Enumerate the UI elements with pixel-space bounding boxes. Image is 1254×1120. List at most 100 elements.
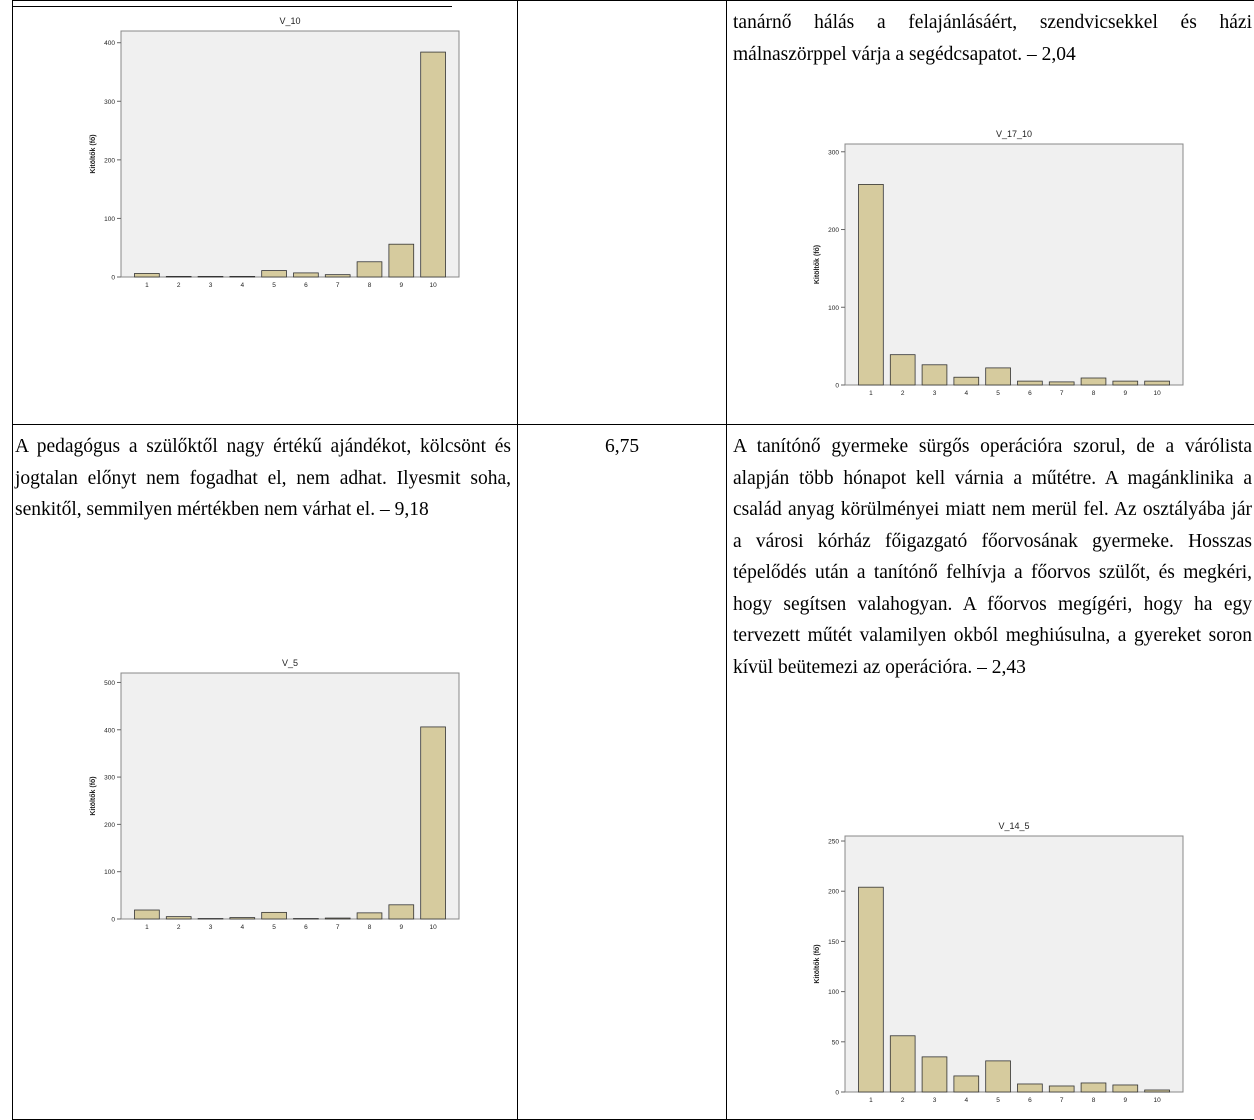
- y-tick-label: 0: [835, 383, 839, 390]
- y-tick-label: 100: [828, 305, 839, 312]
- bar-8: [357, 913, 382, 919]
- y-tick-label: 300: [104, 99, 115, 106]
- x-tick-label: 9: [399, 924, 403, 931]
- y-tick-label: 250: [828, 839, 839, 846]
- x-tick-label: 4: [964, 390, 968, 397]
- bar-6: [293, 919, 318, 920]
- chart-title: V_5: [282, 658, 298, 668]
- y-tick-label: 400: [104, 40, 115, 47]
- bar-3: [198, 276, 223, 277]
- chart-title: V_17_10: [996, 129, 1032, 139]
- bar-9: [1113, 381, 1138, 385]
- y-tick-label: 300: [104, 775, 115, 782]
- x-tick-label: 5: [272, 282, 276, 289]
- bar-5: [986, 368, 1011, 385]
- bar-8: [1081, 378, 1106, 385]
- x-tick-label: 2: [177, 282, 181, 289]
- y-tick-label: 150: [828, 939, 839, 946]
- x-tick-label: 1: [869, 1097, 873, 1104]
- bar-4: [954, 377, 979, 385]
- x-tick-label: 2: [901, 1097, 905, 1104]
- bar-6: [293, 273, 318, 277]
- bar-4: [230, 276, 255, 277]
- bar-6: [1017, 381, 1042, 385]
- x-tick-label: 5: [996, 1097, 1000, 1104]
- bar-10: [1145, 381, 1170, 385]
- x-tick-label: 4: [240, 924, 244, 931]
- bar-1: [134, 273, 159, 277]
- row2-col1-cell: A pedagógus a szülőktől nagy értékű aján…: [13, 425, 518, 1120]
- x-tick-label: 6: [1028, 390, 1032, 397]
- bar-9: [1113, 1085, 1138, 1092]
- y-tick-label: 500: [104, 680, 115, 687]
- bar-5: [262, 912, 287, 919]
- bar-10: [421, 727, 446, 919]
- bar-7: [1049, 1086, 1074, 1092]
- x-tick-label: 7: [1060, 390, 1064, 397]
- x-tick-label: 9: [1123, 390, 1127, 397]
- y-tick-label: 400: [104, 727, 115, 734]
- row1-col2-cell: [518, 1, 727, 425]
- y-tick-label: 300: [828, 149, 839, 156]
- row2-score: 6,75: [518, 431, 726, 463]
- x-tick-label: 10: [429, 282, 437, 289]
- x-tick-label: 1: [145, 924, 149, 931]
- bar-5: [262, 271, 287, 277]
- chart-title: V_10: [279, 16, 300, 26]
- row2-col3-text: A tanítónő gyermeke sürgős operációra sz…: [733, 431, 1252, 683]
- x-tick-label: 3: [933, 1097, 937, 1104]
- y-tick-label: 100: [104, 216, 115, 223]
- y-tick-label: 200: [104, 822, 115, 829]
- y-tick-label: 0: [111, 275, 115, 282]
- plot-area: [121, 31, 459, 277]
- row2-col3-cell: A tanítónő gyermeke sürgős operációra sz…: [727, 425, 1254, 1120]
- bar-1: [134, 910, 159, 919]
- chart-title: V_14_5: [998, 821, 1029, 831]
- y-tick-label: 100: [104, 869, 115, 876]
- x-tick-label: 3: [209, 282, 213, 289]
- bar-1: [858, 887, 883, 1092]
- y-tick-label: 200: [828, 227, 839, 234]
- x-tick-label: 5: [272, 924, 276, 931]
- row1-col3-cell: tanárnő hálás a felajánlásáért, szendvic…: [727, 1, 1254, 425]
- bar-7: [325, 918, 350, 919]
- x-tick-label: 7: [1060, 1097, 1064, 1104]
- bar-1: [858, 184, 883, 385]
- y-tick-label: 200: [828, 889, 839, 896]
- bar-3: [198, 919, 223, 920]
- x-tick-label: 8: [1092, 1097, 1096, 1104]
- bar-10: [421, 52, 446, 277]
- plot-area: [845, 144, 1183, 385]
- bar-7: [325, 275, 350, 277]
- x-tick-label: 9: [399, 282, 403, 289]
- bar-2: [890, 1036, 915, 1092]
- y-axis-label: Kitöltők (fő): [814, 944, 821, 983]
- bar-10: [1145, 1090, 1170, 1092]
- x-tick-label: 10: [1153, 1097, 1161, 1104]
- bar-2: [890, 355, 915, 385]
- x-tick-label: 8: [368, 924, 372, 931]
- y-axis-label: Kitöltők (fő): [90, 776, 97, 815]
- row2-col2-cell: 6,75: [518, 425, 727, 1120]
- x-tick-label: 10: [1153, 390, 1161, 397]
- x-tick-label: 7: [336, 924, 340, 931]
- bar-6: [1017, 1084, 1042, 1092]
- x-tick-label: 6: [304, 924, 308, 931]
- y-tick-label: 0: [835, 1090, 839, 1097]
- x-tick-label: 9: [1123, 1097, 1127, 1104]
- bar-7: [1049, 382, 1074, 385]
- x-tick-label: 8: [1092, 390, 1096, 397]
- bar-8: [1081, 1083, 1106, 1092]
- bar-9: [389, 244, 414, 277]
- bar-2: [166, 276, 191, 277]
- bar-5: [986, 1061, 1011, 1092]
- y-tick-label: 100: [828, 989, 839, 996]
- x-tick-label: 1: [145, 282, 149, 289]
